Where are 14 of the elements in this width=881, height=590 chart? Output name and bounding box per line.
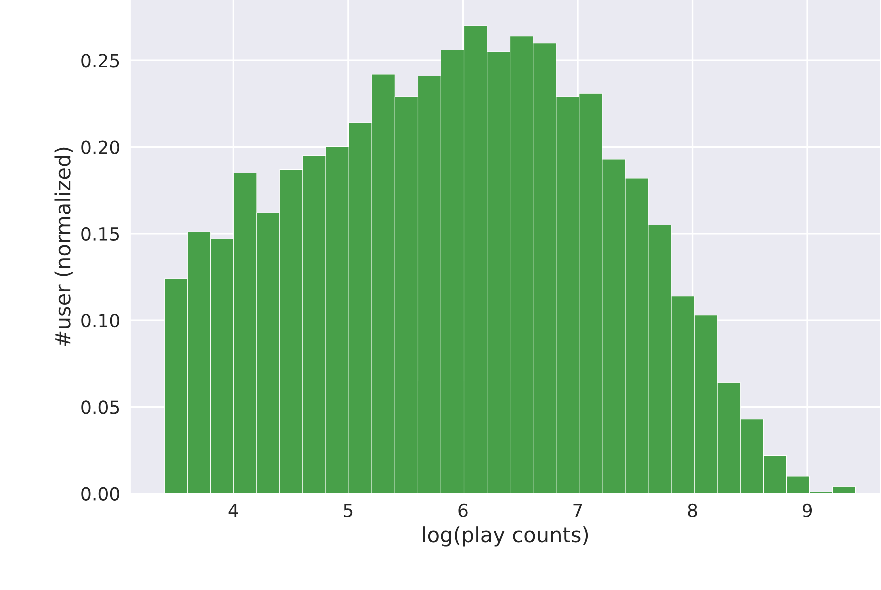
y-tick-label: 0.00 bbox=[82, 487, 120, 501]
y-tick-label: 0.25 bbox=[82, 54, 120, 68]
y-tick-label: 0.10 bbox=[82, 314, 120, 328]
y-tick-label: 0.20 bbox=[82, 140, 120, 154]
x-tick-label: 8 bbox=[688, 504, 698, 518]
y-tick-label: 0.05 bbox=[82, 400, 120, 414]
x-tick-label: 7 bbox=[574, 504, 582, 518]
x-axis-title: log(play counts) bbox=[423, 526, 588, 547]
x-tick-label: 4 bbox=[228, 504, 238, 518]
x-tick-label: 5 bbox=[344, 504, 353, 518]
x-tick-label: 6 bbox=[458, 504, 468, 518]
y-tick-label: 0.15 bbox=[82, 227, 120, 242]
x-tick-label: 9 bbox=[802, 504, 812, 518]
y-axis-title: #user (normalized) bbox=[54, 148, 74, 346]
